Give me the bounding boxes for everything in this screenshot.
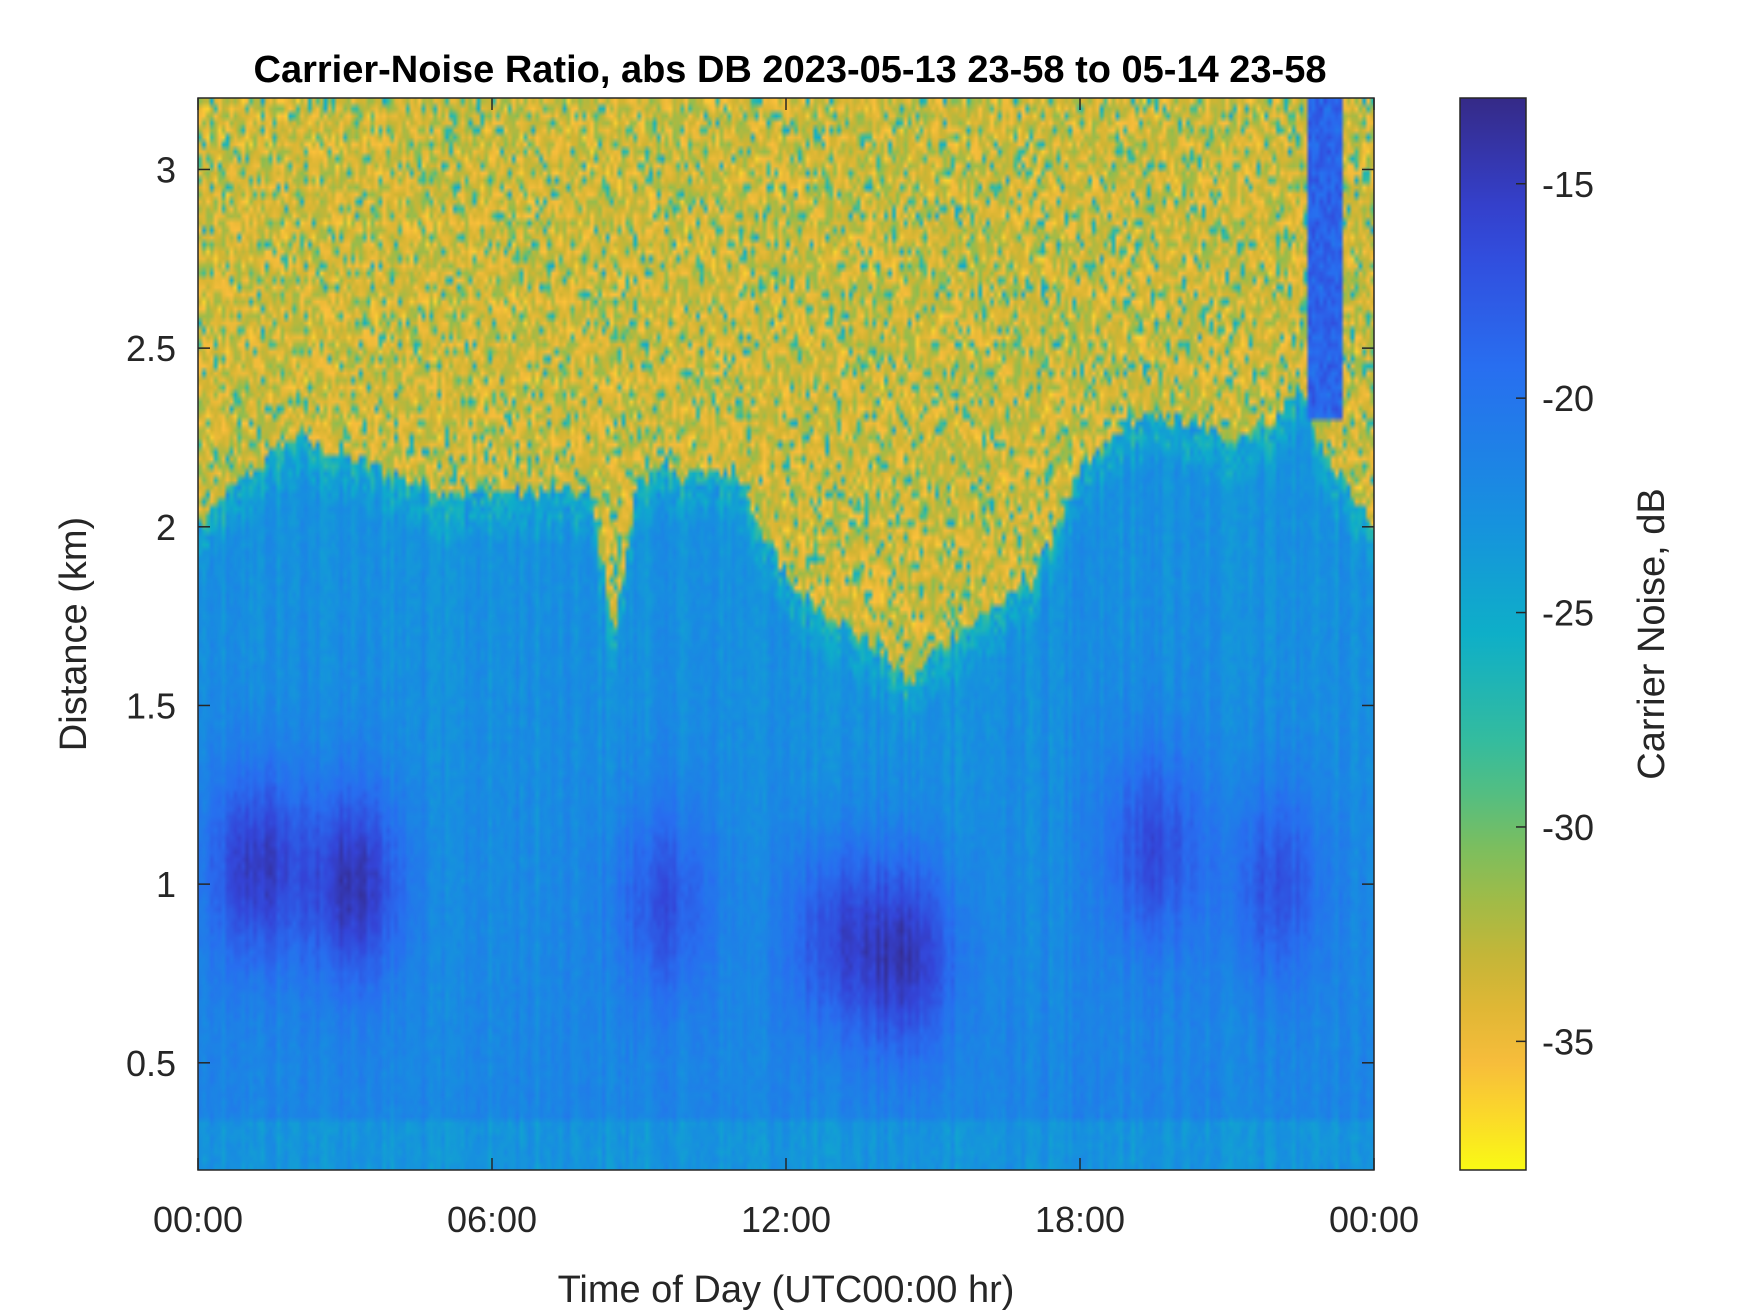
x-tick-label: 00:00 xyxy=(1329,1199,1419,1240)
y-tick-label: 3 xyxy=(156,149,176,190)
heatmap xyxy=(198,98,1374,1170)
heatmap-image xyxy=(198,98,1374,1170)
x-tick-label: 18:00 xyxy=(1035,1199,1125,1240)
colorbar-frame xyxy=(1459,97,1527,1171)
x-tick-label: 00:00 xyxy=(153,1199,243,1240)
x-axis: 00:00 06:00 12:00 18:00 00:00 xyxy=(153,98,1419,1240)
colorbar xyxy=(1460,98,1526,1170)
y-tick-label: 2.5 xyxy=(126,328,176,369)
colorbar-tick-label: -15 xyxy=(1542,164,1594,205)
y-tick-label: 1.5 xyxy=(126,685,176,726)
colorbar-tick-label: -25 xyxy=(1542,593,1594,634)
y-tick-label: 0.5 xyxy=(126,1043,176,1084)
chart-title: Carrier-Noise Ratio, abs DB 2023-05-13 2… xyxy=(254,49,1327,91)
y-tick-label: 1 xyxy=(156,864,176,905)
y-axis: 0.5 1 1.5 2 2.5 3 xyxy=(126,149,1374,1084)
colorbar-ticks: -15 -20 -25 -30 -35 xyxy=(1516,164,1594,1062)
colorbar-tick-label: -30 xyxy=(1542,807,1594,848)
x-axis-label: Time of Day (UTC00:00 hr) xyxy=(558,1269,1015,1311)
x-tick-label: 12:00 xyxy=(741,1199,831,1240)
y-axis-label: Distance (km) xyxy=(53,517,95,751)
colorbar-tick-label: -35 xyxy=(1542,1021,1594,1062)
colorbar-label: Carrier Noise, dB xyxy=(1631,488,1673,779)
x-tick-label: 06:00 xyxy=(447,1199,537,1240)
y-tick-label: 2 xyxy=(156,507,176,548)
colorbar-tick-label: -20 xyxy=(1542,378,1594,419)
